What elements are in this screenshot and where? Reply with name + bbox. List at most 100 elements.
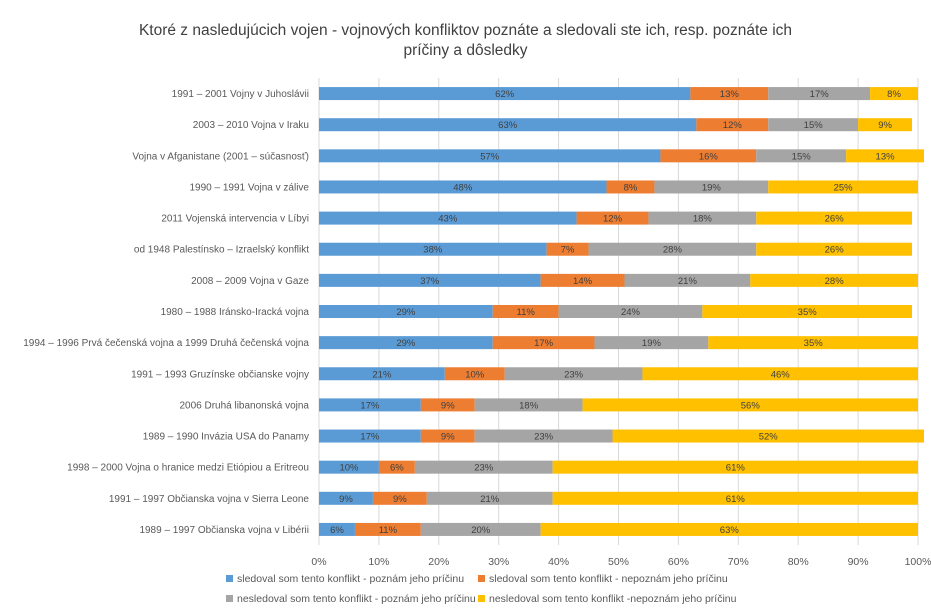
legend-item-3: nesledoval som tento konflikt -nepoznám … <box>478 593 736 605</box>
bar-segment <box>319 180 607 194</box>
data-label: 29% <box>396 307 416 318</box>
bar-segment <box>372 491 427 505</box>
bar-segment <box>546 242 589 256</box>
data-label: 10% <box>465 369 485 380</box>
data-label: 21% <box>678 276 698 287</box>
chart-title-line1: Ktoré z nasledujúcich vojen - vojnových … <box>138 22 793 39</box>
data-label: 17% <box>360 432 380 443</box>
bar-segment <box>319 242 547 256</box>
legend-label-3: nesledoval som tento konflikt -nepoznám … <box>489 593 737 605</box>
bar-segment <box>319 367 445 381</box>
data-label: 63% <box>720 525 740 536</box>
data-label: 21% <box>480 494 500 505</box>
bar-segment <box>624 273 751 287</box>
bar-segment <box>354 522 421 536</box>
bar-segment <box>768 118 859 132</box>
data-label: 10% <box>339 463 359 474</box>
category-label: Vojna v Afganistane (2001 – súčasnosť) <box>132 151 309 162</box>
category-label: 2003 – 2010 Vojna v Iraku <box>193 120 309 131</box>
bar-segment <box>319 305 493 318</box>
data-label: 52% <box>759 432 779 443</box>
bar-segment <box>420 398 475 412</box>
bar-segment <box>319 491 373 505</box>
data-label: 24% <box>621 307 641 318</box>
bar-segment <box>319 87 691 101</box>
bar-segment <box>558 305 703 318</box>
bar-segment <box>702 305 913 318</box>
category-label: 1989 – 1997 Občianska vojna v Libérii <box>139 525 309 536</box>
bar-segment <box>492 336 595 350</box>
category-label: 1998 – 2000 Vojna o hranice medzi Etiópi… <box>67 463 309 474</box>
bar-segment <box>858 118 913 132</box>
bar-segment <box>552 491 918 505</box>
bar-segment <box>319 522 355 536</box>
bar-segment <box>378 460 415 474</box>
data-label: 17% <box>810 89 830 100</box>
bar-segment <box>552 460 918 474</box>
bar-segment <box>319 336 493 350</box>
data-label: 38% <box>423 245 443 256</box>
data-label: 6% <box>390 463 404 474</box>
data-label: 11% <box>516 307 535 318</box>
x-tick-label: 10% <box>368 556 389 568</box>
category-label: 1991 – 2001 Vojny v Juhoslávii <box>172 89 309 100</box>
bar-segment <box>319 460 379 474</box>
bar-segment <box>696 118 769 132</box>
bar-segment <box>756 242 913 256</box>
category-label: 2011 Vojenská intervencia v Líbyi <box>161 214 309 225</box>
bar-segment <box>420 522 541 536</box>
bar-segment <box>474 429 613 443</box>
legend-label-0: sledoval som tento konflikt - poznám jeh… <box>237 573 465 585</box>
x-tick-label: 100% <box>905 556 931 568</box>
data-label: 6% <box>330 525 344 536</box>
data-label: 7% <box>561 245 575 256</box>
bar-segment <box>708 336 918 350</box>
data-label: 12% <box>603 214 623 225</box>
bar-segment <box>660 149 757 163</box>
bar-segment <box>642 367 918 381</box>
data-label: 28% <box>825 276 845 287</box>
data-label: 8% <box>624 182 638 193</box>
data-label: 35% <box>798 307 818 318</box>
bar-segment <box>756 149 847 163</box>
data-label: 46% <box>771 369 791 380</box>
data-label: 20% <box>471 525 491 536</box>
data-label: 61% <box>726 494 746 505</box>
legend-item-1: sledoval som tento konflikt - nepoznám j… <box>478 573 728 585</box>
data-label: 29% <box>396 338 416 349</box>
bar-segment <box>504 367 643 381</box>
x-tick-label: 60% <box>668 556 689 568</box>
bar-segment <box>690 87 769 101</box>
legend-swatch-1 <box>478 575 485 582</box>
data-label: 9% <box>393 494 407 505</box>
data-label: 25% <box>834 182 854 193</box>
bar-segment <box>492 305 559 318</box>
x-tick-label: 90% <box>848 556 869 568</box>
data-label: 14% <box>573 276 593 287</box>
legend-item-0: sledoval som tento konflikt - poznám jeh… <box>226 573 464 585</box>
data-label: 48% <box>453 182 473 193</box>
data-label: 8% <box>887 89 901 100</box>
data-label: 9% <box>339 494 353 505</box>
data-label: 18% <box>519 400 539 411</box>
data-label: 56% <box>741 400 761 411</box>
data-label: 57% <box>480 151 500 162</box>
data-label: 15% <box>804 120 824 131</box>
x-tick-label: 80% <box>788 556 809 568</box>
data-label: 21% <box>372 369 392 380</box>
x-tick-label: 0% <box>311 556 326 568</box>
data-label: 17% <box>360 400 380 411</box>
category-label: 2008 – 2009 Vojna v Gaze <box>191 276 309 287</box>
bar-segment <box>474 398 583 412</box>
legend-item-2: nesledoval som tento konflikt - poznám j… <box>226 593 476 605</box>
data-label: 43% <box>438 214 458 225</box>
data-label: 35% <box>804 338 824 349</box>
bar-segment <box>768 180 918 194</box>
bar-segment <box>588 242 757 256</box>
bar-segment <box>319 398 421 412</box>
data-label: 63% <box>498 120 518 131</box>
category-label: 1994 – 1996 Prvá čečenská vojna a 1999 D… <box>23 338 309 349</box>
bar-segment <box>540 522 918 536</box>
bar-segment <box>756 211 913 225</box>
legend-swatch-3 <box>478 595 485 602</box>
